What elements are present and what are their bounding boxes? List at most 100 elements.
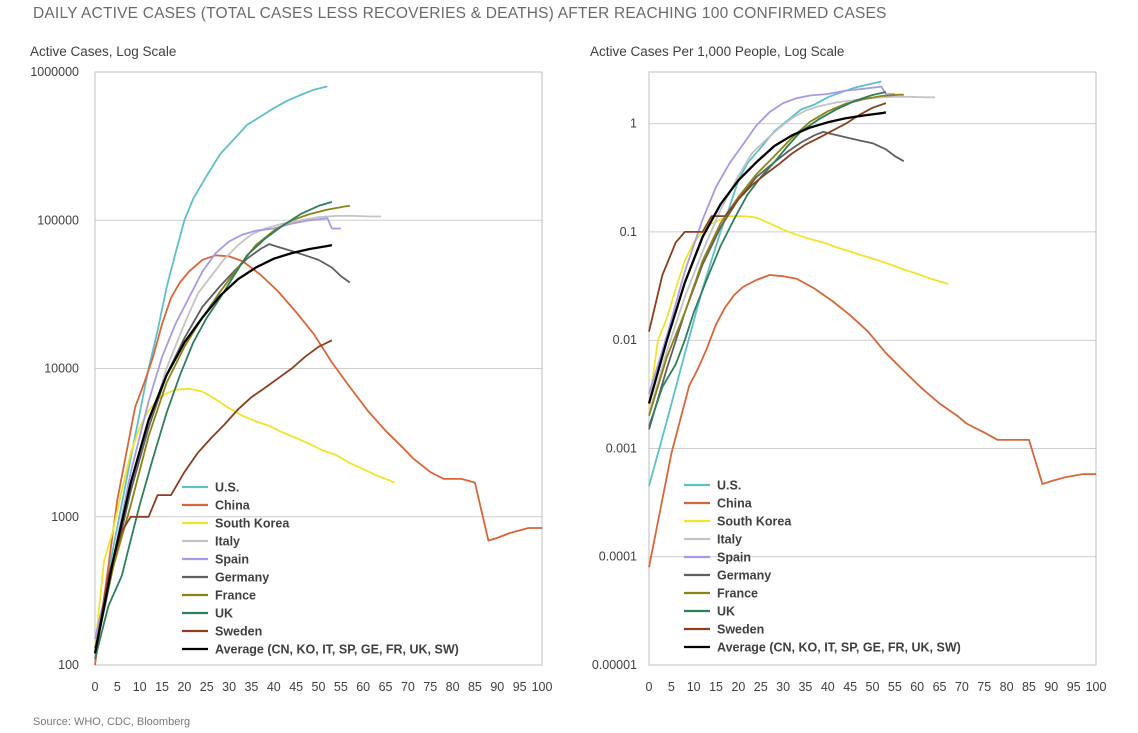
legend: U.S. China South Korea Italy Spain Germany Fra…	[684, 479, 961, 655]
x-tick-label: 70	[955, 680, 969, 694]
legend-label: Average (CN, KO, IT, SP, GE, FR, UK, SW)	[717, 641, 961, 655]
chart-title: Active Cases, Log Scale	[30, 44, 176, 59]
x-tick-label: 65	[379, 680, 393, 694]
y-tick-label: 0.00001	[592, 658, 637, 672]
chart-right: Active Cases Per 1,000 People, Log Scale…	[590, 44, 1106, 694]
y-tick-label: 0.001	[606, 441, 637, 455]
series-line-uk	[648, 91, 887, 427]
x-tick-label: 20	[731, 680, 745, 694]
x-tick-label: 5	[668, 680, 675, 694]
x-tick-label: 0	[92, 680, 99, 694]
legend-label: Sweden	[717, 623, 764, 637]
x-tick-label: 90	[490, 680, 504, 694]
x-tick-label: 60	[910, 680, 924, 694]
x-tick-label: 75	[977, 680, 991, 694]
legend-label: Italy	[717, 533, 742, 547]
source-note: Source: WHO, CDC, Bloomberg	[33, 716, 191, 728]
series-line-italy	[648, 95, 936, 414]
x-tick-label: 35	[798, 680, 812, 694]
plot-frame	[94, 71, 543, 666]
x-tick-label: 5	[114, 680, 121, 694]
y-tick-label: 1000000	[30, 65, 79, 79]
x-tick-label: 55	[888, 680, 902, 694]
y-tick-label: 1	[630, 117, 637, 131]
legend-label: Spain	[215, 553, 249, 567]
legend-label: Germany	[215, 571, 269, 585]
x-tick-label: 30	[776, 680, 790, 694]
series-line-average	[93, 243, 333, 654]
x-tick-label: 25	[754, 680, 768, 694]
y-tick-label: 1000	[51, 510, 79, 524]
y-tick-label: 100000	[37, 213, 79, 227]
x-tick-label: 15	[709, 680, 723, 694]
x-tick-label: 40	[821, 680, 835, 694]
x-tick-label: 55	[334, 680, 348, 694]
series-line-china	[648, 274, 1096, 568]
x-tick-label: 65	[933, 680, 947, 694]
plot-frame	[648, 71, 1097, 666]
series-line-south-korea	[648, 215, 949, 406]
series-line-germany	[94, 243, 351, 654]
x-tick-label: 20	[177, 680, 191, 694]
series-line-germany	[648, 131, 905, 430]
x-tick-label: 80	[1000, 680, 1014, 694]
x-tick-label: 100	[1086, 680, 1107, 694]
chart-title: Active Cases Per 1,000 People, Log Scale	[590, 44, 844, 59]
legend-label: U.S.	[717, 479, 741, 493]
x-tick-label: 70	[401, 680, 415, 694]
legend-label: Germany	[717, 569, 771, 583]
x-tick-label: 90	[1044, 680, 1058, 694]
x-tick-label: 25	[200, 680, 214, 694]
legend-label: France	[215, 589, 256, 603]
x-tick-label: 30	[222, 680, 236, 694]
x-tick-label: 35	[244, 680, 258, 694]
legend-label: Sweden	[215, 625, 262, 639]
chart-left: Active Cases, Log Scale10010001000010000…	[30, 44, 552, 694]
legend-label: France	[717, 587, 758, 601]
series-line-sweden	[94, 339, 333, 654]
legend-label: UK	[717, 605, 735, 619]
x-tick-label: 85	[468, 680, 482, 694]
series-line-france	[94, 205, 350, 649]
x-tick-label: 100	[532, 680, 553, 694]
x-tick-label: 60	[356, 680, 370, 694]
series-line-china	[94, 254, 542, 666]
y-tick-label: 10000	[44, 362, 79, 376]
y-tick-label: 0.01	[613, 333, 637, 347]
x-tick-label: 75	[423, 680, 437, 694]
legend-label: Italy	[215, 535, 240, 549]
series-line-spain	[94, 217, 341, 640]
x-tick-label: 0	[646, 680, 653, 694]
x-tick-label: 50	[312, 680, 326, 694]
legend-label: Average (CN, KO, IT, SP, GE, FR, UK, SW)	[215, 643, 459, 657]
legend-label: Spain	[717, 551, 751, 565]
x-tick-label: 50	[866, 680, 880, 694]
y-tick-label: 0.1	[620, 225, 637, 239]
x-tick-label: 45	[843, 680, 857, 694]
legend-label: China	[215, 499, 251, 513]
series-line-south-korea	[94, 387, 395, 649]
y-tick-label: 100	[58, 658, 79, 672]
legend-label: U.S.	[215, 481, 239, 495]
legend-label: China	[717, 497, 753, 511]
series-line-spain	[648, 85, 895, 395]
series-line-france	[648, 93, 904, 417]
x-tick-label: 15	[155, 680, 169, 694]
x-tick-label: 10	[133, 680, 147, 694]
x-tick-label: 95	[1067, 680, 1081, 694]
legend: U.S. China South Korea Italy Spain Germany Fra…	[182, 481, 459, 657]
series-line-u-s	[94, 85, 328, 649]
x-tick-label: 45	[289, 680, 303, 694]
legend-label: South Korea	[215, 517, 290, 531]
y-tick-label: 0.0001	[599, 550, 637, 564]
legend-label: UK	[215, 607, 233, 621]
series-line-average	[647, 111, 887, 404]
x-tick-label: 40	[267, 680, 281, 694]
series-line-u-s	[648, 80, 882, 487]
x-tick-label: 10	[687, 680, 701, 694]
series-line-sweden	[648, 102, 887, 332]
legend-label: South Korea	[717, 515, 792, 529]
page-title: DAILY ACTIVE CASES (TOTAL CASES LESS REC…	[33, 5, 887, 22]
x-tick-label: 85	[1022, 680, 1036, 694]
